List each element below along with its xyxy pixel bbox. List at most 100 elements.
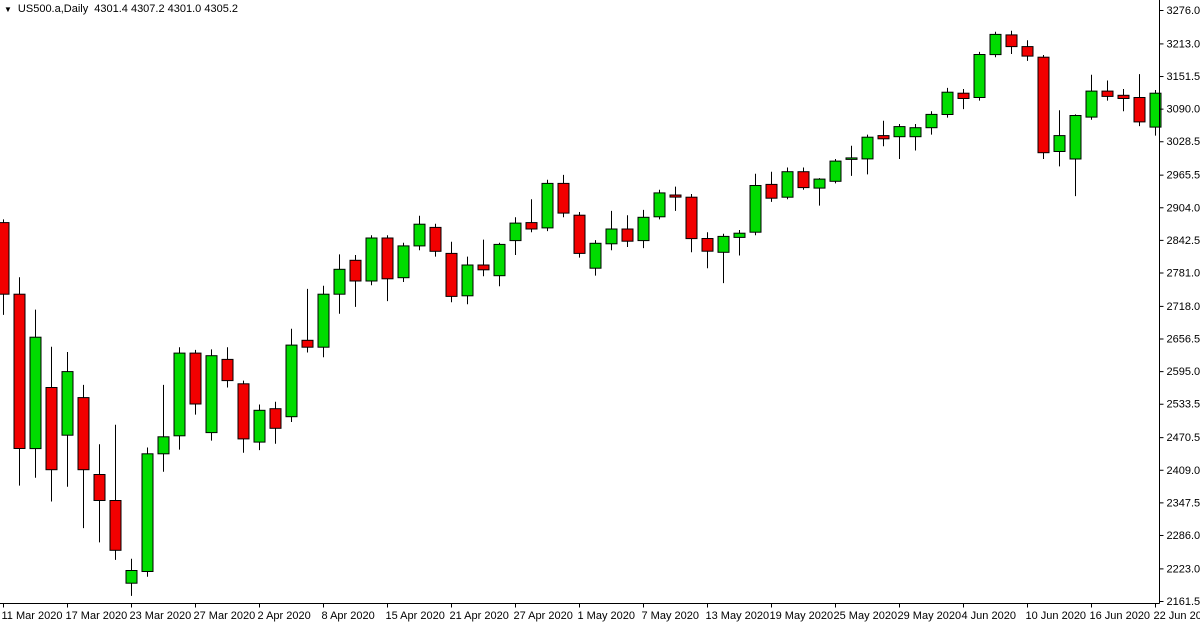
candle-body-down [237,383,250,440]
candle[interactable] [989,31,1002,58]
candle[interactable] [941,87,954,118]
candle-body-up [413,223,426,247]
candle[interactable] [1085,74,1098,120]
candle[interactable] [957,89,970,110]
candle[interactable] [317,285,330,358]
price-axis-label: 3090.0 [1167,104,1200,116]
candle[interactable] [781,167,794,200]
candle-body-down [93,474,106,501]
candle[interactable] [237,380,250,453]
candle[interactable] [493,242,506,287]
candle[interactable] [1037,55,1050,159]
candle[interactable] [653,189,666,220]
candle[interactable] [301,288,314,353]
candle[interactable] [189,349,202,415]
candle[interactable] [61,352,74,487]
candle[interactable] [1005,30,1018,54]
candle[interactable] [157,384,170,472]
candle[interactable] [557,174,570,218]
candle[interactable] [0,219,10,315]
candle[interactable] [1149,90,1162,136]
candle[interactable] [845,145,858,176]
candle-body-up [141,453,154,572]
candle[interactable] [45,346,58,502]
candle[interactable] [925,111,938,135]
candle[interactable] [429,223,442,257]
candle[interactable] [1117,89,1130,112]
candle[interactable] [813,178,826,206]
candle[interactable] [877,120,890,147]
candle-body-down [429,226,442,252]
candle[interactable] [573,212,586,258]
candle-body-up [125,570,138,584]
candle[interactable] [541,179,554,232]
candle[interactable] [765,171,778,202]
chart-quote-values: 4301.4 4307.2 4301.0 4305.2 [94,3,238,15]
candle-body-up [397,245,410,279]
price-axis-label: 2409.0 [1167,465,1200,477]
candle[interactable] [413,215,426,251]
candle[interactable] [637,209,650,249]
candle[interactable] [365,235,378,286]
candle[interactable] [477,239,490,277]
candle[interactable] [253,404,266,451]
time-axis-label: 8 Apr 2020 [322,610,375,622]
candle[interactable] [269,401,282,444]
candle[interactable] [461,256,474,305]
candle[interactable] [509,217,522,255]
candle[interactable] [29,309,42,478]
candle[interactable] [829,159,842,184]
candle[interactable] [605,210,618,251]
candle[interactable] [13,277,26,486]
candle[interactable] [669,186,682,211]
candle[interactable] [1021,40,1034,61]
candle-body-up [637,216,650,242]
candle[interactable] [685,194,698,253]
symbol-dropdown-icon[interactable]: ▼ [4,4,12,14]
candle-body-up [733,232,746,238]
price-axis-label: 2533.5 [1167,399,1200,411]
candle[interactable] [1101,80,1114,101]
candle[interactable] [973,51,986,101]
candle[interactable] [445,241,458,303]
candle[interactable] [1133,74,1146,127]
candle[interactable] [221,347,234,388]
candle[interactable] [909,124,922,151]
candle[interactable] [349,255,362,307]
candle[interactable] [333,254,346,314]
candle[interactable] [141,447,154,577]
candle[interactable] [717,233,730,284]
candle[interactable] [1069,114,1082,197]
candle-body-down [1005,34,1018,48]
candle[interactable] [589,240,602,276]
candle[interactable] [701,232,714,269]
candle[interactable] [749,173,762,236]
price-axis-label: 2470.5 [1167,432,1200,444]
candle-body-down [189,352,202,405]
candle-body-up [589,242,602,269]
candle-body-down [765,183,778,199]
candle[interactable] [381,235,394,302]
candle[interactable] [1053,110,1066,167]
candle[interactable] [109,424,122,560]
candle[interactable] [125,558,138,596]
candle[interactable] [93,444,106,543]
time-axis-label: 25 May 2020 [834,610,898,622]
candle[interactable] [397,242,410,282]
candle[interactable] [173,347,186,450]
candle[interactable] [893,124,906,159]
candle-body-up [973,54,986,98]
candle-body-up [333,268,346,295]
candle[interactable] [733,230,746,256]
candle[interactable] [621,215,634,247]
candle[interactable] [797,167,810,190]
candle[interactable] [525,199,538,233]
candle[interactable] [77,384,90,529]
candle[interactable] [285,328,298,422]
price-axis-label: 2161.5 [1167,596,1200,608]
time-axis-label: 2 Apr 2020 [258,610,311,622]
candle[interactable] [861,134,874,175]
price-axis-label: 2718.0 [1167,301,1200,313]
candle[interactable] [205,349,218,441]
